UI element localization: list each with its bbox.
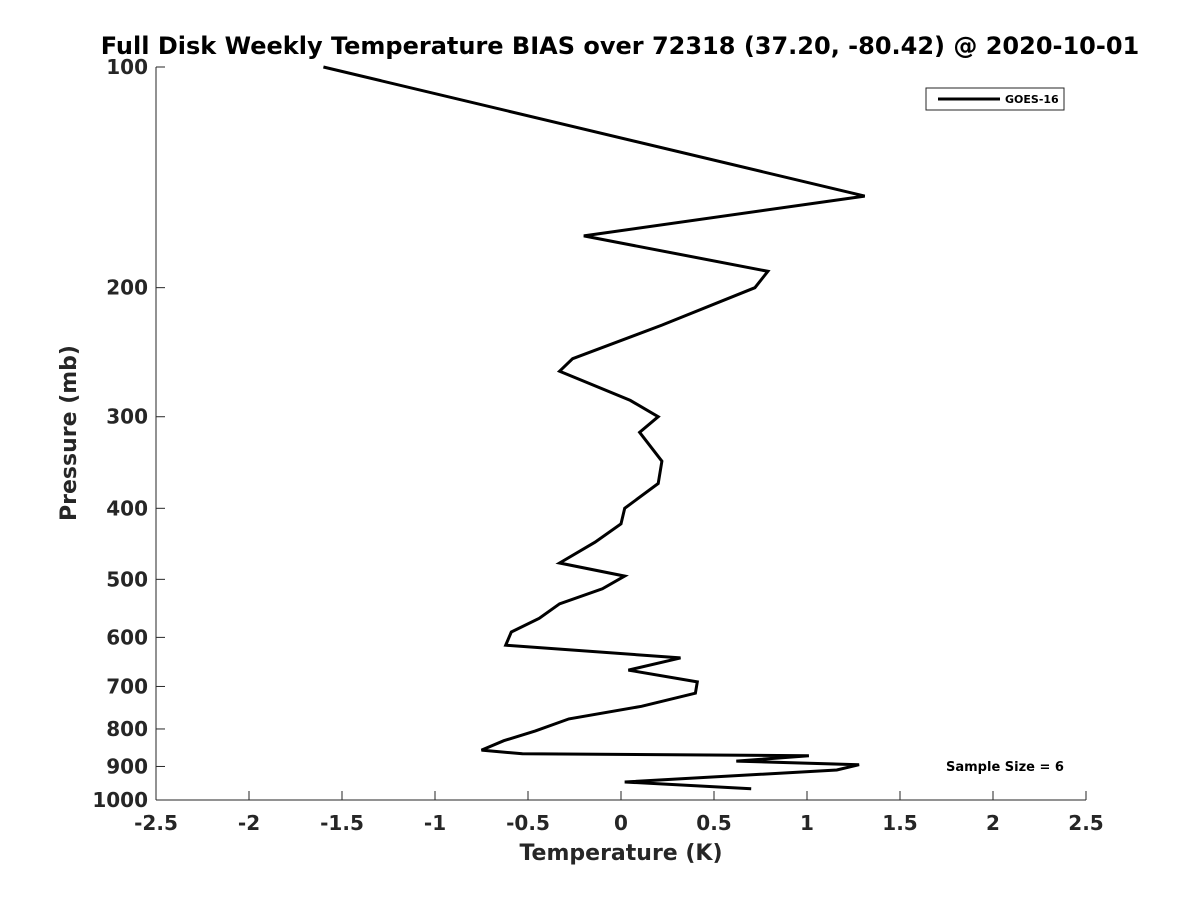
y-tick-label: 900 bbox=[106, 754, 148, 778]
y-tick-label: 300 bbox=[106, 405, 148, 429]
y-axis-ticks: 100 200 300 400 500 600 700 800 900 1000 bbox=[92, 55, 165, 812]
x-tick-label: 1 bbox=[800, 811, 814, 835]
x-tick-label: -2 bbox=[238, 811, 260, 835]
x-tick-label: 0 bbox=[614, 811, 628, 835]
y-axis-label: Pressure (mb) bbox=[57, 345, 82, 521]
series-layer bbox=[323, 65, 866, 791]
x-axis-label: Temperature (K) bbox=[519, 841, 722, 866]
y-tick-label: 800 bbox=[106, 717, 148, 741]
y-tick-label: 100 bbox=[106, 55, 148, 79]
chart-title: Full Disk Weekly Temperature BIAS over 7… bbox=[101, 32, 1140, 60]
y-tick-label: 200 bbox=[106, 276, 148, 300]
legend-label-goes-16: GOES-16 bbox=[1005, 93, 1059, 106]
legend: GOES-16 bbox=[925, 87, 1065, 111]
x-tick-label: -1 bbox=[424, 811, 446, 835]
y-tick-label: 500 bbox=[106, 567, 148, 591]
x-tick-label: -2.5 bbox=[134, 811, 178, 835]
x-tick-label: -1.5 bbox=[320, 811, 364, 835]
y-tick-label: 400 bbox=[106, 496, 148, 520]
x-tick-label: 2 bbox=[986, 811, 1000, 835]
y-tick-label: 1000 bbox=[92, 788, 148, 812]
y-tick-label: 700 bbox=[106, 674, 148, 698]
y-tick-label: 600 bbox=[106, 625, 148, 649]
x-axis-ticks: -2.5 -2 -1.5 -1 -0.5 0 0.5 1 1.5 2 2.5 bbox=[134, 791, 1104, 835]
x-tick-label: -0.5 bbox=[506, 811, 550, 835]
x-tick-label: 2.5 bbox=[1068, 811, 1103, 835]
series-line-goes-16 bbox=[323, 65, 866, 791]
plot-area bbox=[155, 67, 1086, 801]
sample-size-annotation: Sample Size = 6 bbox=[946, 760, 1064, 775]
x-tick-label: 1.5 bbox=[882, 811, 917, 835]
x-tick-label: 0.5 bbox=[696, 811, 731, 835]
